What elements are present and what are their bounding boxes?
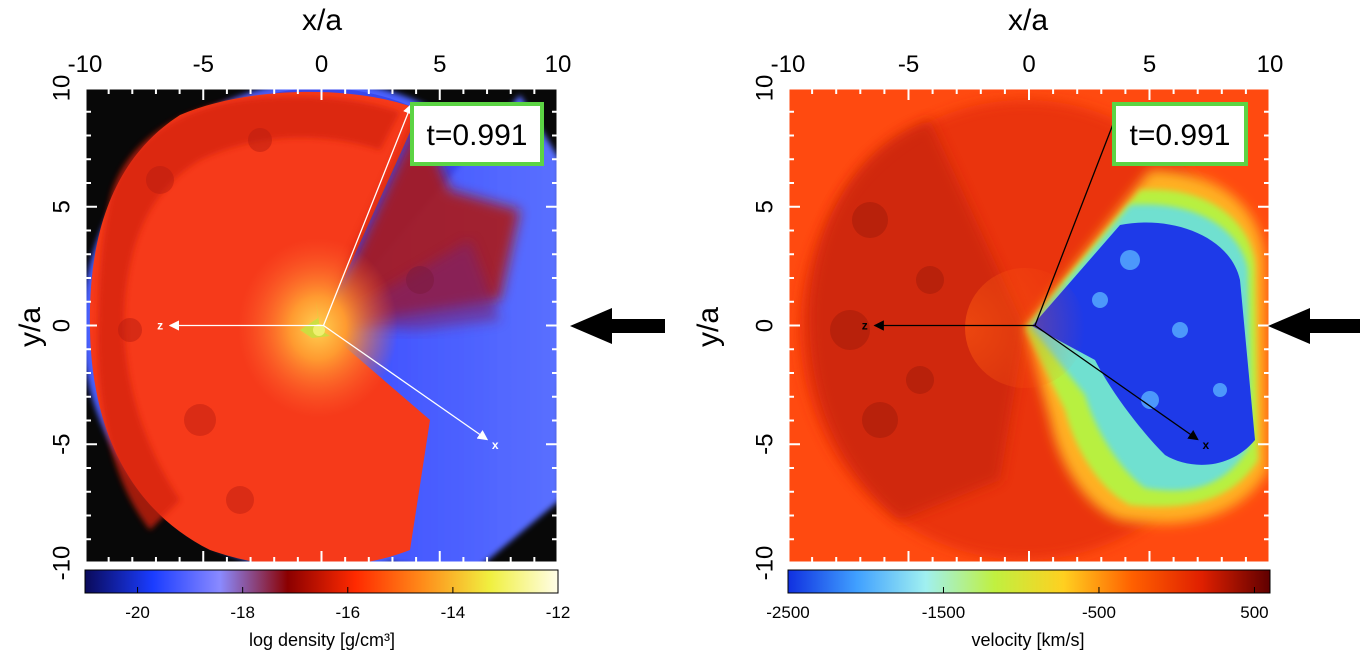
xtick-label: 0 xyxy=(315,51,328,78)
left-ticks xyxy=(84,87,559,564)
left-axis-vectors: zx xyxy=(157,103,499,452)
right-colorbar-label: velocity [km/s] xyxy=(971,630,1084,650)
right-xlabel: x/a xyxy=(1008,4,1048,37)
vector-label: x xyxy=(1203,438,1210,452)
vector-x xyxy=(1034,324,1199,441)
right-time-box: t=0.991 xyxy=(1112,102,1248,166)
ytick-label: -5 xyxy=(751,434,778,455)
ytick-label: 10 xyxy=(48,75,75,102)
ytick-label: 10 xyxy=(751,75,778,102)
ytick-label: 0 xyxy=(751,319,778,332)
vector-label: z xyxy=(157,319,163,333)
right-xtick-labels: -10 -5 0 5 10 xyxy=(771,51,1284,78)
right-ytick-labels: -10 -5 0 5 10 xyxy=(751,75,778,581)
xtick-label: -10 xyxy=(771,51,806,78)
left-ylabel: y/a xyxy=(14,307,47,347)
colorbar-tick-label: -1500 xyxy=(922,603,965,622)
left-time-label: t=0.991 xyxy=(427,119,528,152)
vector-label: z xyxy=(862,319,868,333)
ytick-label: -10 xyxy=(751,546,778,581)
right-axis-vectors: zx xyxy=(862,103,1210,452)
right-ylabel: y/a xyxy=(692,307,725,347)
vector-label: x xyxy=(492,438,499,452)
colorbar-tick-label: -500 xyxy=(1082,603,1116,622)
right-time-label: t=0.991 xyxy=(1130,119,1231,152)
right-colorbar xyxy=(787,569,1271,594)
left-time-box: t=0.991 xyxy=(410,102,544,166)
left-colorbar-label: log density [g/cm³] xyxy=(249,630,395,650)
colorbar-tick-label: -14 xyxy=(441,603,466,622)
colorbar-tick-label: -2500 xyxy=(766,603,809,622)
xtick-label: -10 xyxy=(68,51,103,78)
left-colorbar-ticks: -20 -18 -16 -14 -12 xyxy=(125,587,570,622)
ytick-label: -10 xyxy=(48,546,75,581)
colorbar-tick-label: -18 xyxy=(230,603,255,622)
left-ytick-labels: -10 -5 0 5 10 xyxy=(48,75,75,581)
colorbar-tick-label: -20 xyxy=(125,603,150,622)
vector-x xyxy=(323,324,489,441)
left-colorbar xyxy=(84,569,559,594)
ytick-label: 0 xyxy=(48,319,75,332)
colorbar-tick-label: -12 xyxy=(546,603,571,622)
xtick-label: -5 xyxy=(193,51,214,78)
xtick-label: 5 xyxy=(1143,51,1156,78)
right-colorbar-ticks: -2500 -1500 -500 500 xyxy=(766,587,1269,622)
ytick-label: 5 xyxy=(48,200,75,213)
ytick-label: 5 xyxy=(751,200,778,213)
xtick-label: 0 xyxy=(1022,51,1035,78)
right-pointer-arrow xyxy=(1268,308,1360,344)
xtick-label: -5 xyxy=(898,51,919,78)
left-pointer-arrow xyxy=(570,308,665,344)
ytick-label: -5 xyxy=(48,434,75,455)
colorbar-tick-label: -16 xyxy=(335,603,360,622)
xtick-label: 10 xyxy=(1257,51,1284,78)
xtick-label: 5 xyxy=(433,51,446,78)
velocity-map xyxy=(788,88,1270,563)
left-xlabel: x/a xyxy=(302,4,342,37)
right-ticks xyxy=(787,87,1271,564)
xtick-label: 10 xyxy=(545,51,572,78)
density-map xyxy=(85,88,558,563)
vector-y xyxy=(322,103,413,326)
colorbar-tick-label: 500 xyxy=(1240,603,1268,622)
left-xtick-labels: -10 -5 0 5 10 xyxy=(68,51,572,78)
vector-y xyxy=(1034,103,1123,326)
